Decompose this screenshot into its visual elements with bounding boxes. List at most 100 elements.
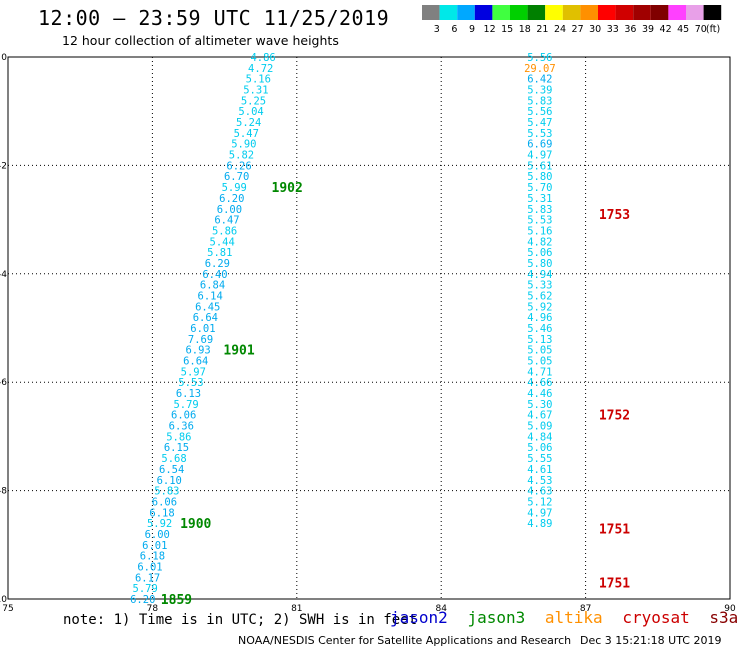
time-label: 1901 (223, 344, 254, 359)
y-tick-label: -4 (0, 270, 7, 280)
data-point-label: 6.00 (217, 204, 242, 216)
data-point-label: 4.86 (250, 52, 275, 64)
data-point-label: 5.53 (178, 377, 203, 389)
data-point-label: 5.79 (133, 583, 158, 595)
data-point-label: 5.25 (241, 95, 266, 107)
data-point-label: 6.01 (190, 323, 215, 335)
data-point-label: 5.16 (527, 225, 552, 237)
data-point-label: 5.46 (527, 323, 552, 335)
colorbar-label: 21 (536, 24, 548, 35)
legend-s3a: s3a (709, 608, 739, 627)
legend-cryosat: cryosat (622, 608, 690, 627)
data-point-label: 5.12 (527, 496, 552, 508)
data-point-label: 5.04 (238, 106, 263, 118)
data-point-label: 6.29 (205, 258, 230, 270)
satellite-legend: jason2 jason3 altika cryosat s3a (390, 608, 740, 627)
data-point-label: 4.96 (527, 312, 552, 324)
data-point-label: 6.15 (164, 442, 189, 454)
colorbar-label: 9 (469, 24, 475, 35)
colorbar: 3 6 9 12 15 18 21 24 27 30 33 36 39 42 45 70 (ft) (422, 5, 722, 35)
legend-altika: altika (544, 608, 603, 627)
data-point-label: 6.93 (185, 345, 210, 357)
colorbar-swatch (703, 5, 722, 20)
data-point-label: 6.13 (176, 388, 201, 400)
y-tick-label: -10 (0, 595, 7, 605)
data-point-label: 4.63 (527, 486, 552, 498)
data-point-label: 6.84 (200, 280, 225, 292)
data-point-label: 4.97 (527, 150, 552, 162)
data-point-label: 4.67 (527, 410, 552, 422)
data-point-label: 6.18 (140, 551, 165, 563)
plot-grid (7, 56, 731, 600)
data-point-label: 5.81 (207, 247, 232, 259)
colorbar-swatch (562, 5, 581, 20)
data-point-label: 5.86 (212, 225, 237, 237)
colorbar-label: 18 (519, 24, 531, 35)
y-tick-label: -2 (0, 161, 7, 171)
data-point-label: 6.20 (130, 594, 155, 606)
colorbar-label: 39 (642, 24, 654, 35)
time-label: 1751 (599, 577, 630, 592)
data-point-label: 6.06 (171, 410, 196, 422)
data-point-label: 5.83 (527, 204, 552, 216)
data-point-label: 5.16 (246, 74, 271, 86)
colorbar-unit: (ft) (706, 24, 720, 35)
data-point-label: 5.83 (527, 95, 552, 107)
data-point-label: 6.01 (137, 561, 162, 573)
colorbar-swatch (598, 5, 616, 20)
data-point-label: 6.00 (145, 529, 170, 541)
data-point-label: 5.79 (173, 399, 198, 411)
data-point-label: 6.69 (527, 139, 552, 151)
data-point-label: 5.05 (527, 345, 552, 357)
colorbar-label: 42 (660, 24, 672, 35)
data-point-label: 6.70 (224, 171, 249, 183)
chart-subtitle: 12 hour collection of altimeter wave hei… (62, 33, 339, 48)
time-label: 1900 (180, 517, 211, 532)
data-point-label: 7.69 (188, 334, 213, 346)
colorbar-label: 27 (572, 24, 584, 35)
data-point-label: 4.72 (248, 63, 273, 75)
data-point-label: 5.05 (527, 356, 552, 368)
data-point-label: 5.80 (527, 171, 552, 183)
data-point-label: 5.47 (234, 128, 259, 140)
footer-note: note: 1) Time is in UTC; 2) SWH is in fe… (63, 612, 418, 628)
data-point-label: 6.06 (152, 496, 177, 508)
time-label: 1859 (161, 593, 192, 608)
colorbar-swatch (545, 5, 563, 20)
colorbar-swatch (474, 5, 493, 20)
data-point-label: 5.06 (527, 442, 552, 454)
data-point-label: 4.84 (527, 431, 552, 443)
data-point-label: 4.66 (527, 377, 552, 389)
data-point-label: 5.61 (527, 160, 552, 172)
data-point-label: 5.53 (527, 215, 552, 227)
time-label: 1751 (599, 523, 630, 538)
data-point-label: 5.80 (527, 258, 552, 270)
legend-jason2: jason2 (390, 608, 448, 627)
data-point-label: 6.17 (135, 572, 160, 584)
colorbar-swatch (527, 5, 546, 20)
data-point-label: 6.40 (202, 269, 227, 281)
data-point-label: 29.07 (524, 63, 556, 75)
data-point-label: 6.42 (527, 74, 552, 86)
data-point-label: 6.45 (195, 301, 220, 313)
colorbar-label: 33 (607, 24, 619, 35)
x-tick-label: 78 (147, 604, 159, 614)
x-tick-label: 87 (580, 604, 591, 614)
data-point-label: 5.31 (527, 193, 552, 205)
data-point-label: 5.90 (231, 139, 256, 151)
data-point-label: 5.33 (527, 280, 552, 292)
colorbar-swatch (650, 5, 669, 20)
colorbar-label: 3 (434, 24, 440, 35)
colorbar-label: 12 (484, 24, 496, 35)
x-tick-label: 84 (435, 604, 447, 614)
data-point-label: 6.18 (149, 507, 174, 519)
colorbar-swatch (668, 5, 686, 20)
data-point-label: 5.53 (527, 128, 552, 140)
x-tick-label: 75 (2, 604, 13, 614)
colorbar-swatch (615, 5, 634, 20)
time-label: 1902 (272, 181, 303, 196)
x-tick-label: 90 (724, 604, 736, 614)
data-point-label: 4.97 (527, 507, 552, 519)
y-tick-label: -6 (0, 378, 7, 388)
colorbar-label: 24 (554, 24, 566, 35)
